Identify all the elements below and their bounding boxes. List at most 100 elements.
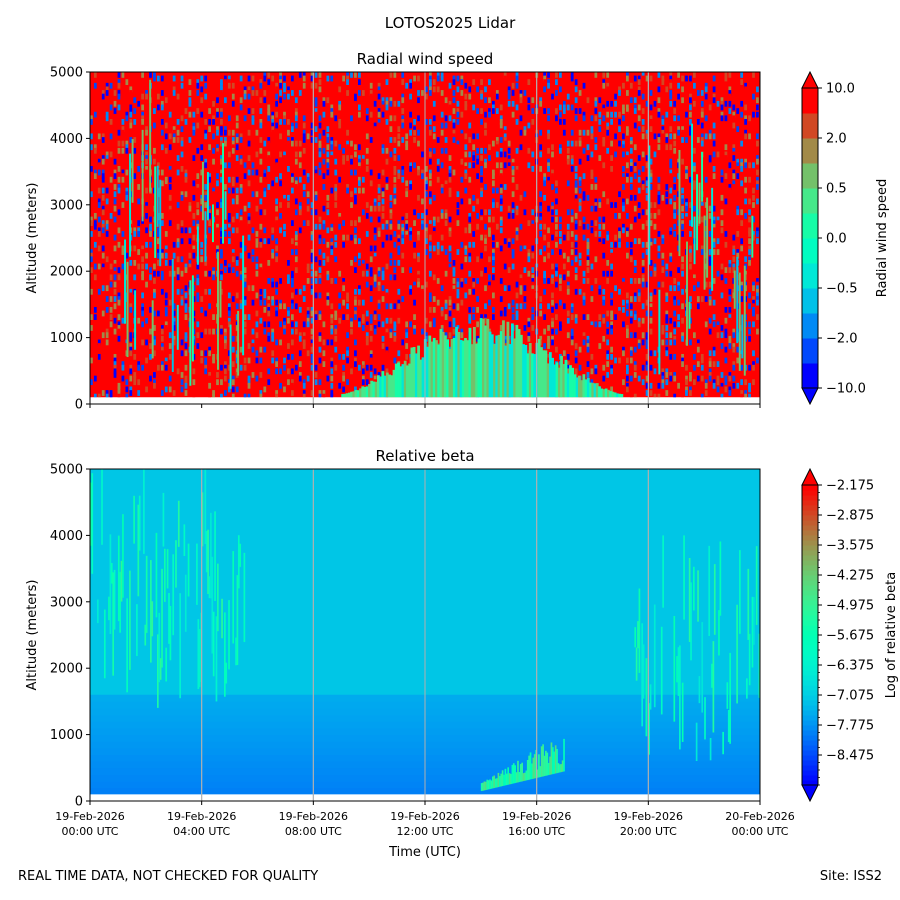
wind-cell [641, 165, 645, 172]
wind-cell [728, 90, 732, 96]
wind-cell [637, 97, 641, 104]
wind-cell [141, 223, 144, 230]
wind-cell [417, 252, 420, 259]
wind-cell [712, 140, 716, 147]
wind-cell [247, 252, 251, 259]
wind-cell [748, 314, 751, 320]
cloud-plume [683, 535, 685, 620]
cloud-plume [112, 572, 115, 676]
wind-cell [330, 104, 334, 111]
calm-cell [524, 345, 528, 398]
wind-cell [200, 155, 204, 161]
wind-cell [168, 353, 172, 360]
wind-cell [673, 296, 677, 302]
wind-cell [291, 249, 294, 255]
wind-cell [602, 162, 606, 169]
wind-cell [629, 249, 633, 255]
wind-cell [259, 108, 263, 114]
wind-cell [637, 86, 641, 93]
wind-cell [425, 335, 428, 342]
wind-cell [685, 202, 688, 208]
wind-cell [93, 274, 97, 281]
wind-cell [594, 364, 598, 371]
wind-cell [160, 129, 164, 136]
wind-cell [117, 386, 121, 393]
wind-cell [693, 364, 696, 371]
wind-cell [365, 212, 369, 219]
wind-cell [196, 173, 200, 180]
colorbar-segment [802, 515, 818, 521]
wind-cell [192, 252, 196, 259]
wind-cell [294, 115, 298, 122]
wind-cell [129, 90, 133, 96]
wind-cell [314, 379, 318, 386]
wind-cell [468, 176, 472, 183]
wind-cell [227, 79, 231, 86]
wind-cell [121, 245, 125, 252]
wind-cell [716, 386, 720, 393]
aerosol-layer [546, 752, 549, 776]
colorbar-segment [802, 635, 818, 641]
wind-cell [220, 379, 223, 386]
wind-cell [263, 314, 267, 320]
wind-cell [176, 274, 180, 281]
wind-cell [460, 90, 464, 96]
wind-cell [267, 299, 271, 306]
wind-cell [610, 165, 613, 172]
wind-cell [318, 335, 322, 342]
wind-cell [598, 223, 602, 230]
cloud-plume [688, 557, 691, 642]
wind-cell [476, 72, 479, 78]
wind-cell [740, 100, 744, 107]
wind-cell [716, 158, 720, 165]
wind-cell [196, 278, 200, 284]
wind-cell [531, 252, 535, 259]
wind-cell [291, 220, 294, 227]
wind-cell [685, 111, 688, 118]
wind-cell [176, 169, 180, 176]
wind-cell [476, 321, 479, 328]
wind-cell [101, 220, 105, 227]
wind-cell [594, 108, 598, 114]
wind-cell [547, 353, 550, 360]
wind-cell [653, 350, 657, 357]
wind-cell [97, 198, 101, 205]
wind-cell [172, 129, 176, 136]
calm-cell [537, 338, 541, 398]
wind-cell [669, 339, 673, 346]
wind-cell [720, 310, 724, 317]
wind-cell [622, 202, 625, 208]
wind-cell [294, 86, 298, 93]
wind-cell [117, 314, 121, 320]
wind-cell [700, 296, 704, 302]
wind-cell [436, 158, 440, 165]
wind-cell [689, 104, 692, 111]
calm-cell [557, 367, 561, 398]
wind-cell [484, 86, 487, 93]
wind-cell [224, 332, 227, 339]
wind-cell [153, 158, 156, 165]
wind-cell [393, 198, 397, 205]
wind-cell [381, 270, 385, 277]
wind-cell [732, 140, 736, 147]
wind-cell [657, 176, 661, 183]
colorbar-tick-label: −3.575 [826, 539, 874, 554]
wind-cell [318, 393, 322, 400]
wind-cell [302, 390, 306, 396]
wind-cell [732, 173, 736, 180]
wind-cell [724, 151, 728, 158]
wind-cell [90, 115, 93, 122]
wind-cell [559, 79, 562, 86]
wind-cell [200, 205, 204, 212]
wind-cell [708, 155, 712, 161]
wind-cell [93, 223, 97, 230]
wind-cell [476, 198, 479, 205]
wind-cell [527, 147, 531, 154]
wind-cell [728, 306, 732, 313]
wind-cell [271, 299, 275, 306]
wind-cell [164, 115, 168, 122]
wind-cell [397, 350, 401, 357]
wind-cell [531, 165, 535, 172]
wind-cell [562, 104, 566, 111]
wind-cell [291, 379, 294, 386]
